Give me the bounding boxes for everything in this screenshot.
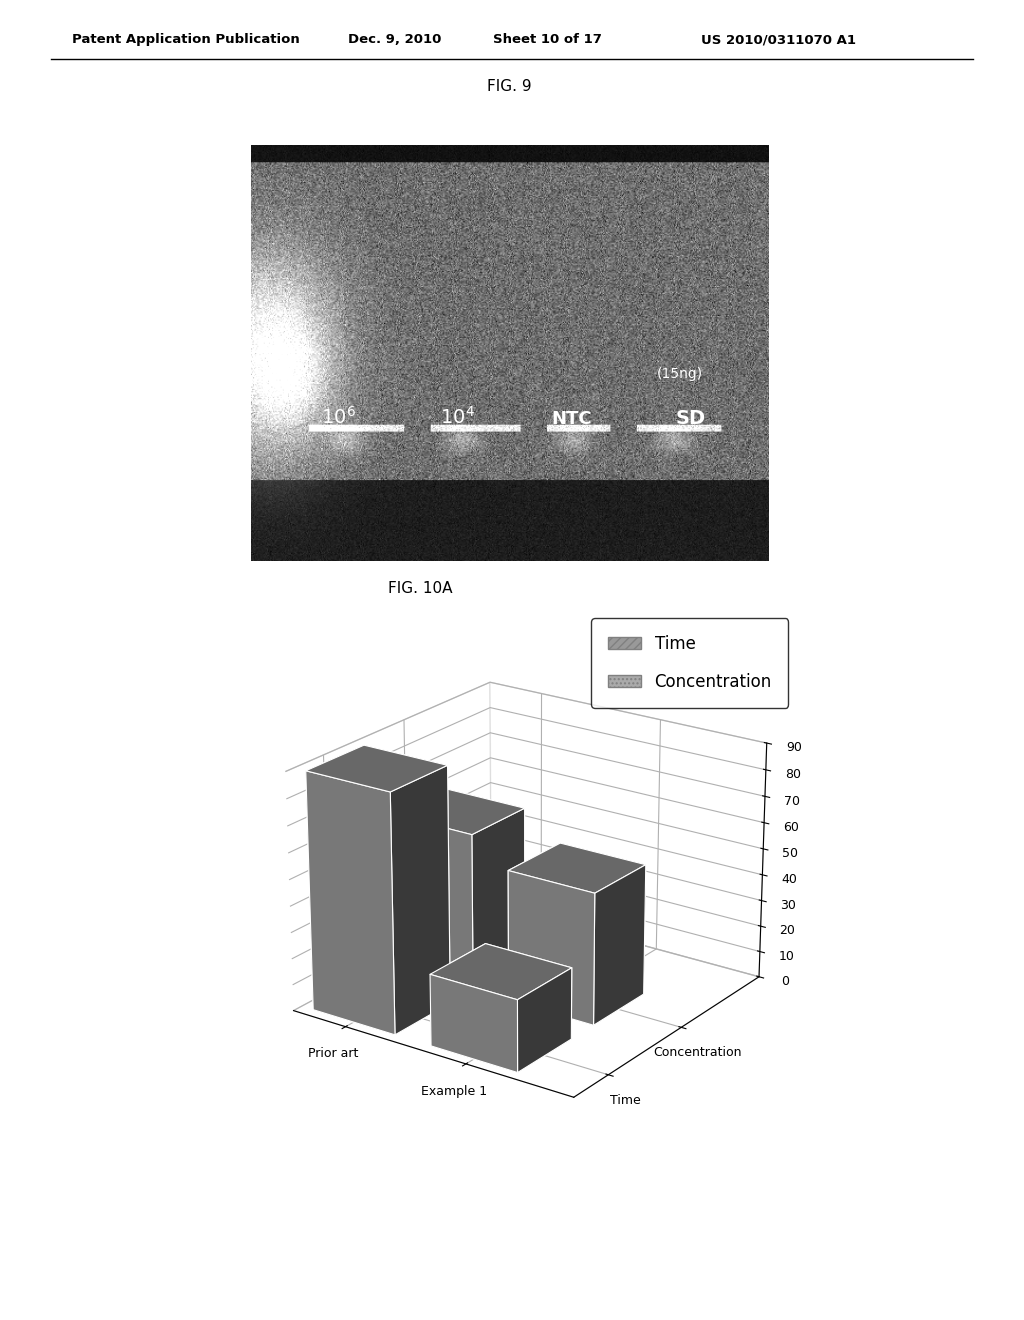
Text: NTC: NTC: [551, 409, 592, 428]
Legend: Time, Concentration: Time, Concentration: [591, 618, 788, 708]
Text: (15ng): (15ng): [657, 367, 703, 381]
Text: SD: SD: [676, 409, 706, 428]
Text: FIG. 10A: FIG. 10A: [388, 581, 452, 595]
Text: $10^4$: $10^4$: [440, 405, 475, 428]
Text: Dec. 9, 2010: Dec. 9, 2010: [347, 33, 441, 46]
Text: Patent Application Publication: Patent Application Publication: [72, 33, 299, 46]
Text: US 2010/0311070 A1: US 2010/0311070 A1: [700, 33, 856, 46]
Text: FIG. 9: FIG. 9: [486, 79, 531, 94]
Text: Sheet 10 of 17: Sheet 10 of 17: [494, 33, 602, 46]
Text: $10^6$: $10^6$: [322, 405, 356, 428]
